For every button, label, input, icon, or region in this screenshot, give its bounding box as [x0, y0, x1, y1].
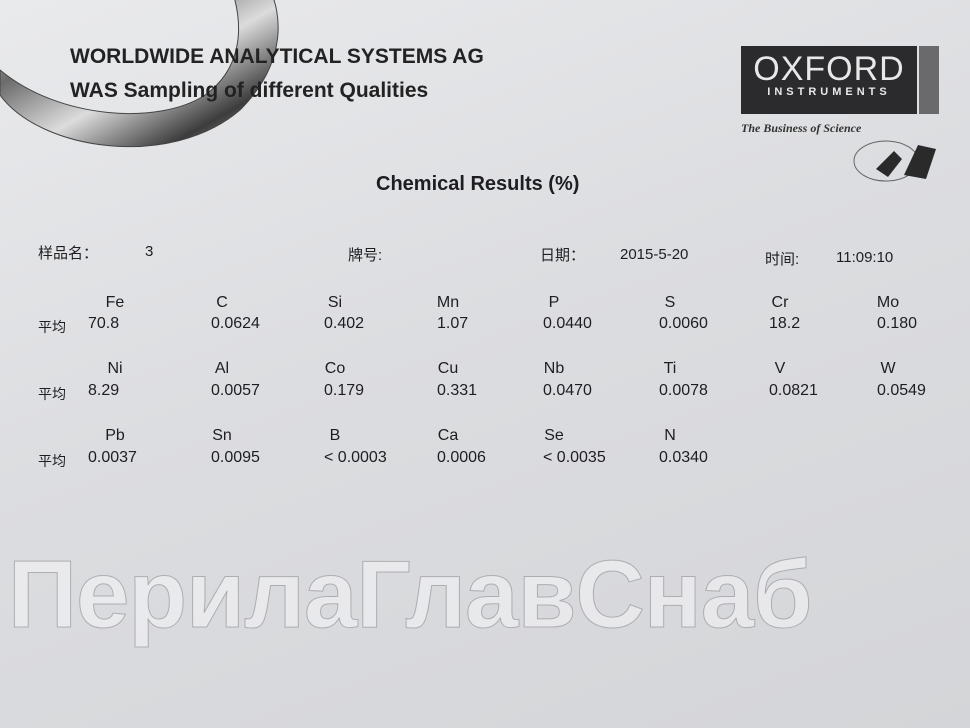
- element-value: 0.331: [437, 382, 478, 399]
- element-symbol: W: [880, 360, 896, 377]
- date-value: 2015-5-20: [620, 246, 689, 263]
- element-value: 0.0821: [769, 382, 818, 399]
- element-symbol: Sn: [212, 427, 232, 444]
- time-label: 时间:: [765, 251, 800, 268]
- element-symbol: Cr: [771, 294, 789, 311]
- element-symbol: Cu: [437, 360, 459, 377]
- element-value: 0.0095: [211, 449, 260, 466]
- element-symbol: N: [664, 427, 676, 444]
- element-value: 0.0078: [659, 382, 708, 399]
- element-symbol: Si: [327, 294, 343, 311]
- logo-brand: OXFORD: [753, 50, 905, 88]
- element-value: 0.0624: [211, 315, 260, 332]
- element-symbol: Ni: [107, 360, 123, 377]
- element-value: 0.0549: [877, 382, 926, 399]
- element-value: 18.2: [769, 315, 801, 332]
- average-label: 平均: [38, 387, 66, 403]
- element-value: 0.0006: [437, 449, 486, 466]
- element-symbol: S: [664, 294, 676, 311]
- element-symbol: B: [329, 427, 341, 444]
- element-value: 0.180: [877, 315, 918, 332]
- element-symbol: Co: [324, 360, 346, 377]
- logo-side-bar: [919, 46, 939, 114]
- oxford-instruments-logo: OXFORD INSTRUMENTS: [741, 46, 917, 114]
- document-subtitle: WAS Sampling of different Qualities: [70, 79, 429, 102]
- report-title: Chemical Results (%): [376, 173, 580, 195]
- element-value: 8.29: [88, 382, 120, 399]
- element-value: 0.402: [324, 315, 365, 332]
- sample-value: 3: [145, 243, 154, 260]
- element-symbol: Pb: [105, 427, 125, 444]
- element-symbol: Ti: [663, 360, 677, 377]
- time-value: 11:09:10: [836, 249, 894, 266]
- metal-ring-object: [0, 0, 279, 148]
- watermark: ПерилаГлавСнаб: [7, 541, 812, 649]
- date-label: 日期：: [540, 247, 586, 264]
- element-symbol: P: [548, 294, 560, 311]
- element-symbol: Mo: [876, 294, 900, 311]
- element-symbol: C: [216, 294, 228, 311]
- element-value: 1.07: [437, 315, 469, 332]
- element-value: < 0.0035: [543, 449, 606, 466]
- grade-label: 牌号:: [348, 247, 383, 264]
- sample-label: 样品名：: [38, 245, 99, 262]
- company-name: WORLDWIDE ANALYTICAL SYSTEMS AG: [70, 45, 484, 68]
- element-value: 0.0060: [659, 315, 708, 332]
- was-logo-icon: [853, 140, 936, 182]
- element-symbol: V: [774, 360, 786, 377]
- logo-tagline: The Business of Science: [741, 121, 862, 135]
- element-symbol: Fe: [105, 294, 125, 311]
- element-value: 0.0057: [211, 382, 260, 399]
- logo-sub: INSTRUMENTS: [767, 86, 891, 98]
- element-value: 0.0440: [543, 315, 592, 332]
- element-value: < 0.0003: [324, 449, 387, 466]
- average-label: 平均: [38, 320, 66, 336]
- element-value: 0.0340: [659, 449, 708, 466]
- element-value: 0.179: [324, 382, 365, 399]
- average-label: 平均: [38, 454, 66, 470]
- element-value: 0.0470: [543, 382, 592, 399]
- element-symbol: Al: [214, 360, 230, 377]
- element-symbol: Mn: [436, 294, 460, 311]
- element-symbol: Se: [544, 427, 564, 444]
- element-symbol: Nb: [543, 360, 565, 377]
- element-value: 0.0037: [88, 449, 137, 466]
- element-symbol: Ca: [437, 427, 459, 444]
- element-value: 70.8: [88, 315, 120, 332]
